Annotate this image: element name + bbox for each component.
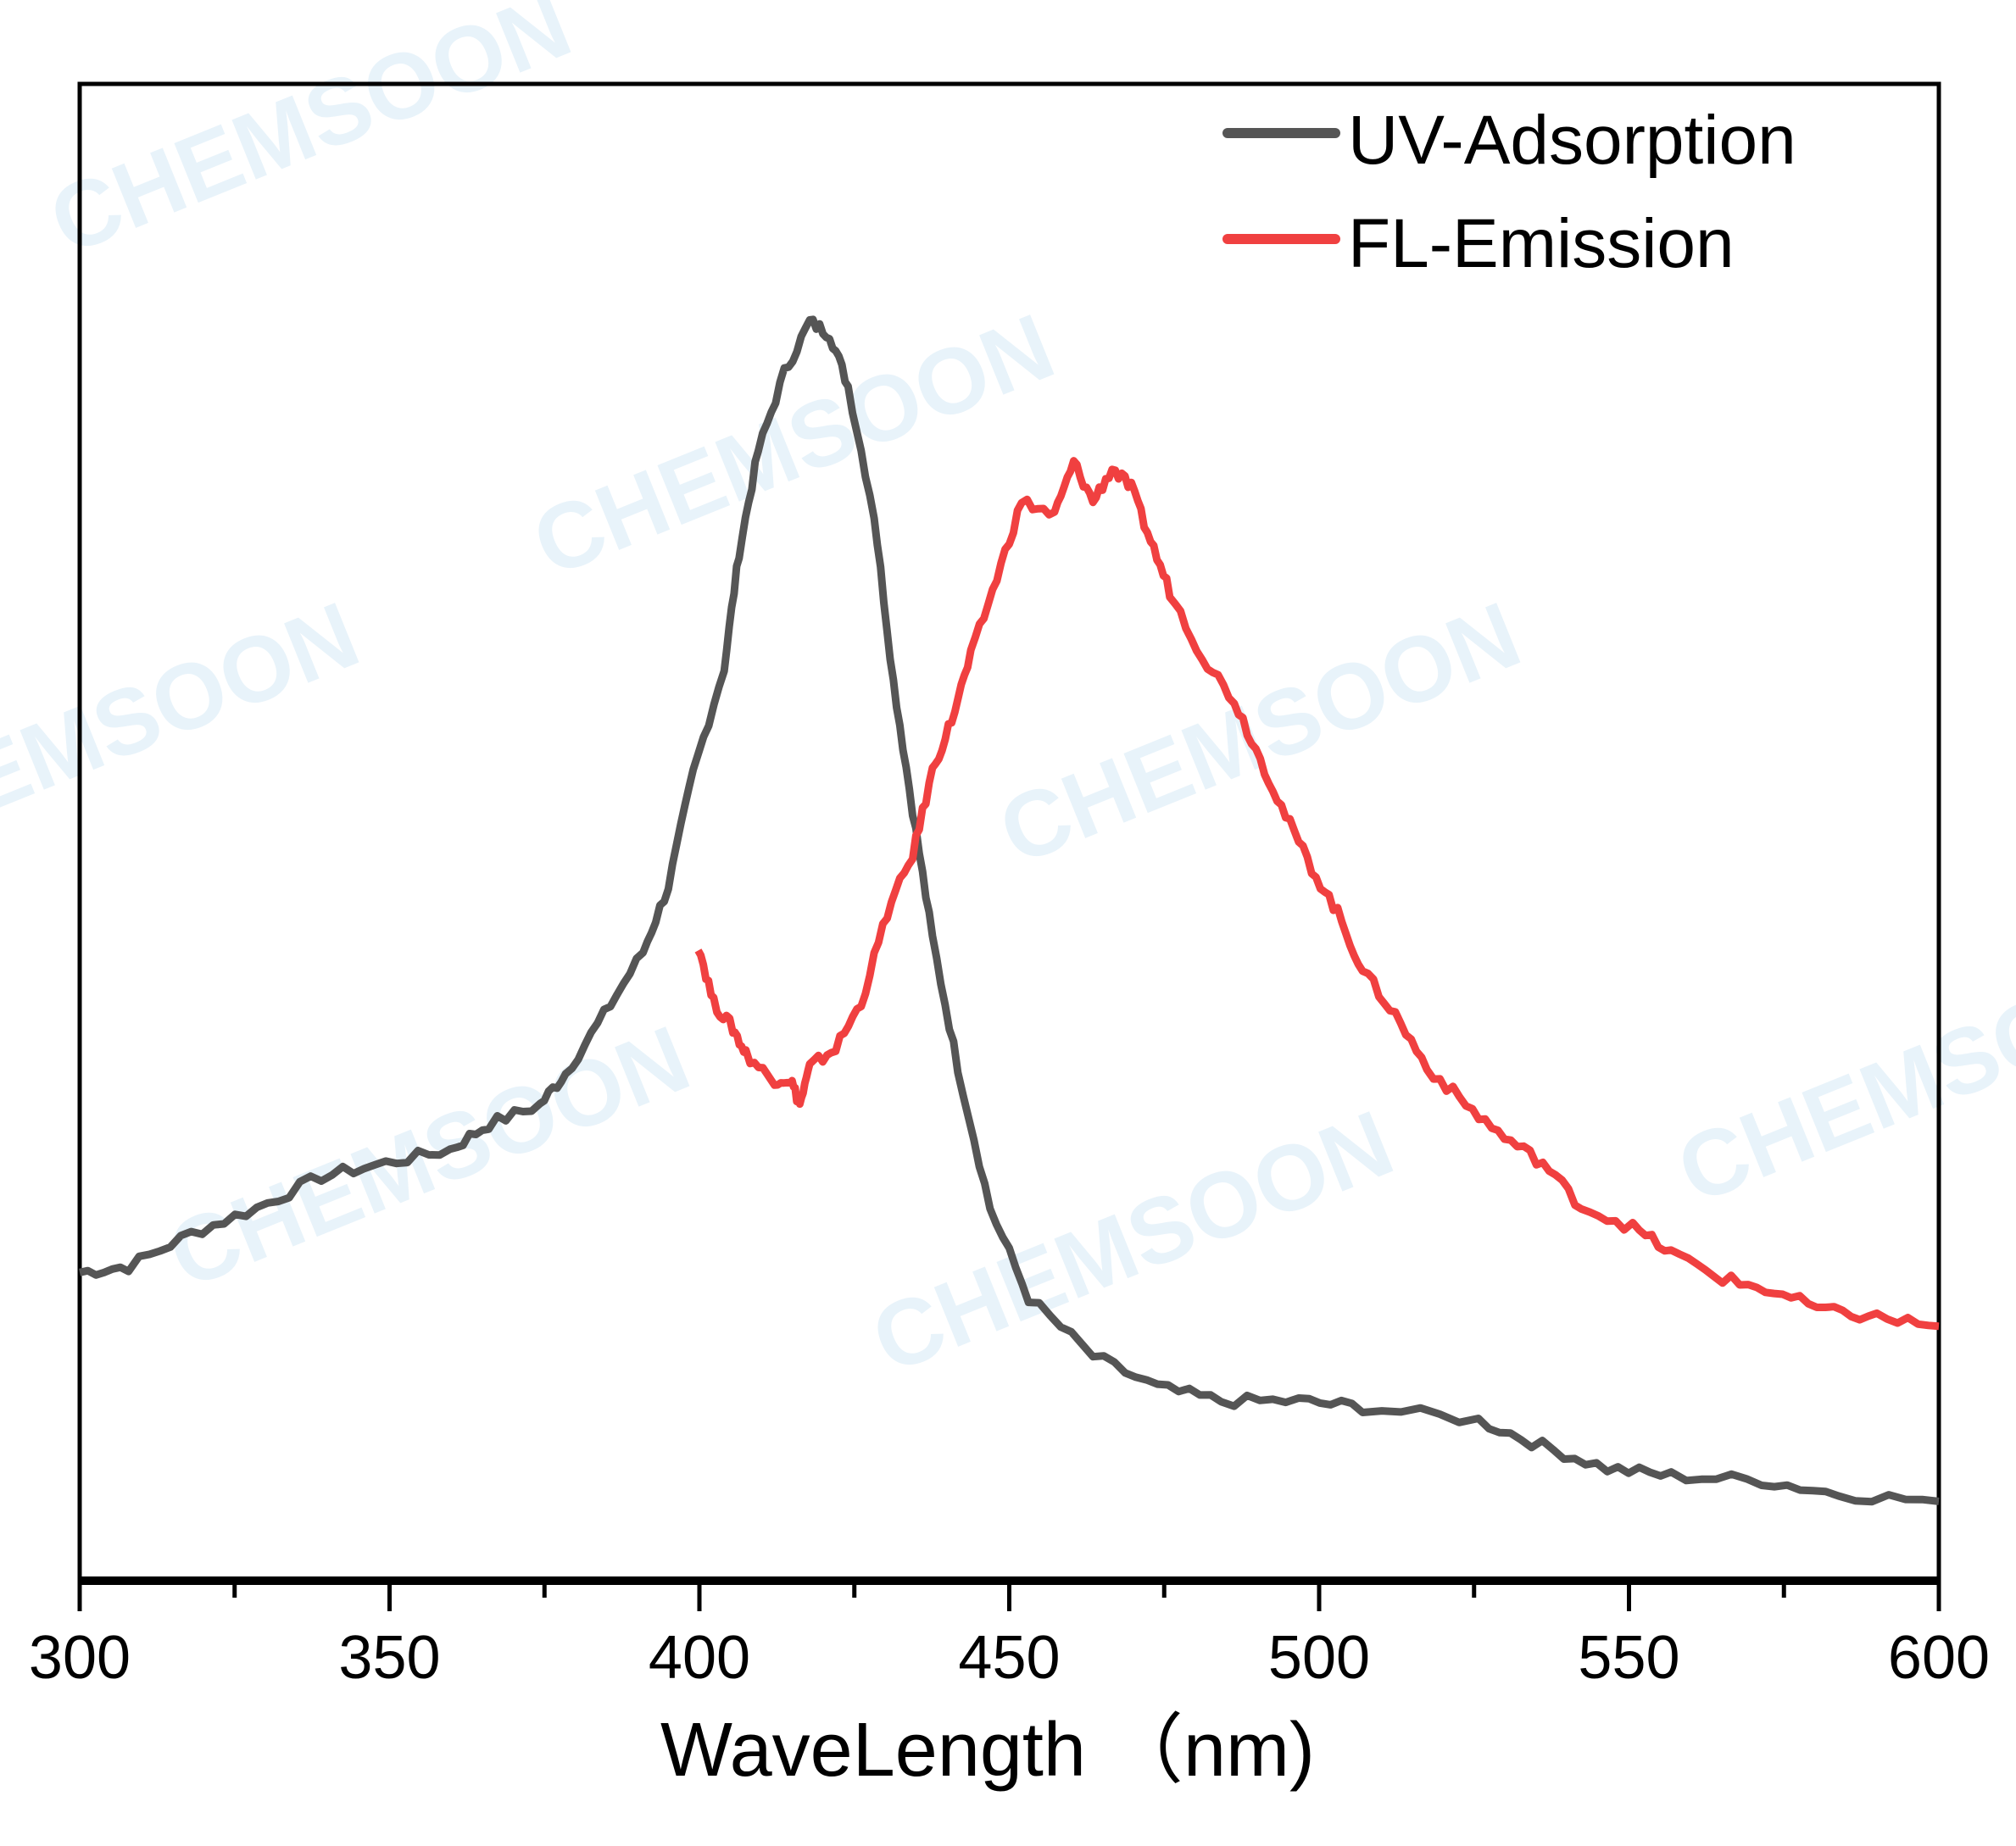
legend: UV-Adsorption FL-Emission (1222, 102, 1796, 282)
series-line-uv-adsorption (79, 315, 1940, 1506)
x-tick-label: 600 (1888, 1624, 1990, 1692)
series-layer (79, 315, 1940, 1506)
watermark-text: CHEMSOON (520, 294, 1068, 597)
x-ticks: 300 350 400 450 500 550 600 (29, 1581, 1990, 1692)
x-tick-label: 500 (1268, 1624, 1370, 1692)
watermark-text: CHEMSOON (986, 582, 1534, 885)
series-line-fl-emission (694, 457, 1940, 1331)
x-tick-label: 350 (338, 1624, 440, 1692)
watermark-text: CHEMSOON (1664, 921, 2016, 1224)
x-axis-label: WaveLength （nm) (660, 1708, 1315, 1793)
watermark-text: CHEMSOON (0, 582, 372, 885)
watermark-text: CHEMSOON (859, 1091, 1407, 1393)
legend-label-uv: UV-Adsorption (1348, 102, 1796, 179)
watermark-text: CHEMSOON (36, 0, 585, 275)
x-tick-label: 450 (958, 1624, 1060, 1692)
x-tick-label: 300 (29, 1624, 131, 1692)
x-tick-label: 550 (1578, 1624, 1679, 1692)
x-tick-label: 400 (649, 1624, 750, 1692)
legend-label-fl: FL-Emission (1348, 205, 1735, 282)
